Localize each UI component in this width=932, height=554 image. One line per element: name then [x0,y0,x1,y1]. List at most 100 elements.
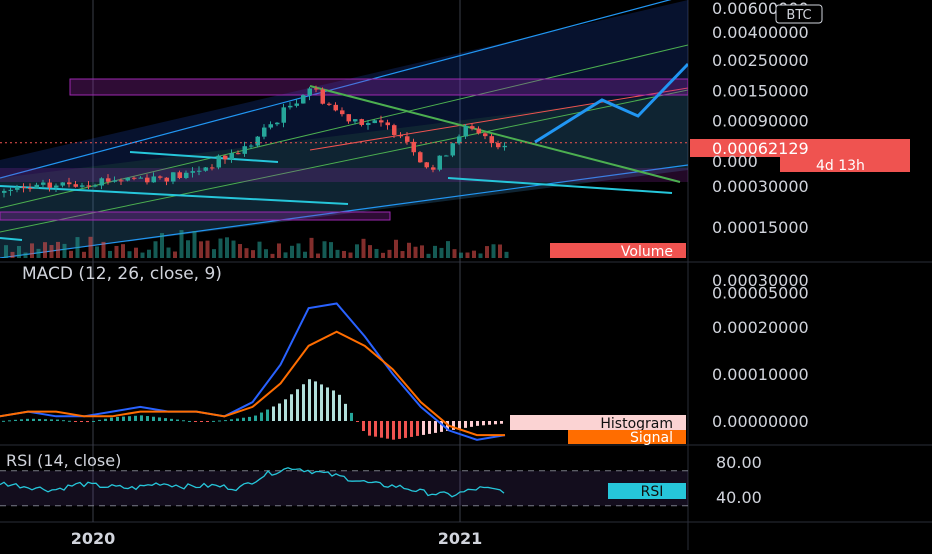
macd-histogram-bar [32,418,35,421]
candle-body [138,177,143,179]
candle-body [106,178,111,182]
candle-body [379,120,384,123]
volume-bar [56,241,60,258]
macd-histogram-bar [218,420,221,422]
macd-histogram-bar [368,421,371,436]
price-y-tick: 0.00250000 [712,51,809,70]
macd-histogram-bar [254,415,257,421]
volume-bar [30,243,34,258]
volume-bar [108,250,112,258]
macd-histogram-bar [272,406,275,421]
candle-body [405,136,410,142]
price-y-tick: 0.00090000 [712,112,809,131]
macd-histogram-bar [98,419,101,421]
volume-bar [446,241,450,258]
volume-bar [270,253,275,258]
volume-bar [218,238,223,258]
countdown-box [780,157,910,172]
candle-body [177,172,182,178]
volume-bar [322,241,327,258]
macd-histogram-bar [140,415,143,421]
price-y-tick: 0.00150000 [712,81,809,100]
macd-histogram-bar [266,409,269,421]
macd-histogram-bar [404,421,407,438]
macd-histogram-bar [80,421,83,422]
candle-body [242,146,247,154]
macd-histogram-bar [326,387,329,421]
volume-bar [192,231,197,258]
candle-body [15,186,20,190]
macd-histogram-bar [356,421,359,422]
volume-bar [407,242,411,258]
candle-body [125,177,130,181]
candle-body [320,89,325,104]
candle-body [210,167,215,169]
macd-histogram-bar [410,421,413,437]
candle-body [34,184,39,189]
candle-body [470,126,475,129]
volume-bar [186,240,190,258]
candle-body [28,187,33,189]
macd-pane [0,302,506,441]
currency-badge-box[interactable] [775,4,823,24]
candle-body [275,122,280,125]
volume-bar [23,252,28,258]
macd-histogram-bar [332,390,335,421]
price-y-tick: 0.00015000 [712,218,809,237]
macd-histogram-bar [434,421,437,433]
volume-bar [296,243,301,258]
macd-histogram-bar [122,416,125,421]
volume-bar [478,253,483,258]
volume-bar [368,245,372,258]
rsi-tag-box [608,483,686,499]
macd-histogram-bar [146,416,149,421]
volume-bars [4,230,509,258]
macd-histogram-bar [128,416,131,421]
volume-bar [309,237,314,258]
volume-bar [95,246,99,258]
macd-histogram-bar [110,417,113,421]
currency-badge[interactable]: BTC [786,8,811,23]
macd-histogram-bar [290,394,293,421]
candle-body [190,171,195,173]
macd-histogram-bar [428,421,431,434]
volume-bar [166,247,171,258]
macd-histogram-bar [392,421,395,440]
candle-body [398,134,403,137]
volume-bar [75,237,80,258]
volume-bar [244,248,249,258]
candle-body [463,126,468,137]
candle-body [41,182,46,185]
macd-histogram-bar [470,421,473,427]
candle-body [145,177,150,183]
macd-histogram-bar [116,416,119,421]
candle-body [151,176,156,183]
candle-body [80,185,85,187]
volume-bar [426,253,431,258]
volume-bar [205,240,210,258]
volume-bar [452,249,457,258]
macd-histogram-bar [62,420,65,422]
rsi-title: RSI (14, close) [6,451,121,470]
volume-bar [355,244,359,258]
macd-histogram-bar [200,421,203,422]
volume-bar [36,248,41,258]
macd-histogram-bar [308,379,311,421]
volume-bar [238,244,242,258]
macd-histogram-bar [230,419,233,421]
volume-bar [277,243,281,258]
macd-histogram-bar [194,421,197,422]
macd-histogram-bar [494,421,497,425]
trendline-lower-left [0,185,349,205]
candle-body [294,103,299,106]
macd-histogram-bar [362,421,365,431]
volume-bar [342,250,346,258]
macd-histogram-bar [92,420,95,422]
candle-body [60,182,65,186]
candle-body [47,182,52,188]
macd-histogram-bar [224,420,227,422]
volume-tag-box [550,243,686,258]
volume-bar [329,242,333,258]
macd-histogram-bar [158,417,161,421]
